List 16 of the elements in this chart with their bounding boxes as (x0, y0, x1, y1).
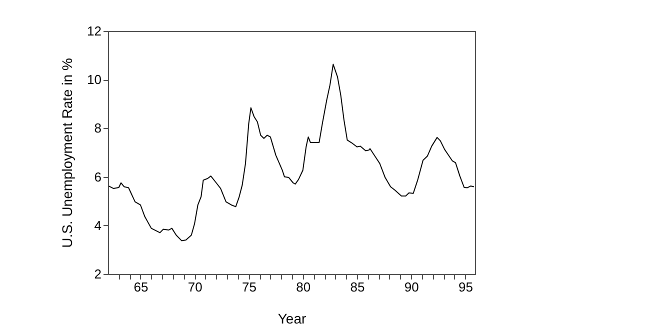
x-tick-label: 85 (350, 280, 365, 294)
x-tick-label: 80 (296, 280, 311, 294)
x-tick-label: 70 (188, 280, 202, 294)
x-tick-label: 95 (458, 280, 473, 294)
x-axis-title: Year (278, 310, 306, 326)
y-tick-label: 2 (94, 266, 102, 282)
x-tick-label: 65 (134, 280, 148, 294)
x-tick-label: 75 (242, 280, 256, 294)
y-tick-label: 4 (94, 218, 102, 233)
y-tick-label: 10 (87, 72, 102, 88)
y-tick-label: 12 (87, 24, 102, 38)
x-tick-label: 90 (404, 280, 419, 294)
y-tick-label: 6 (94, 169, 102, 184)
y-tick-label: 8 (94, 120, 102, 136)
line-series (108, 64, 474, 242)
y-axis-title: U.S. Unemployment Rate in % (59, 58, 76, 248)
